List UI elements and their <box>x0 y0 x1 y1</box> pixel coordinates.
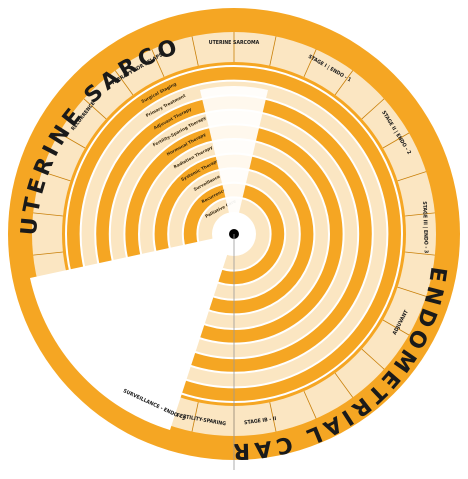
sector-divider <box>33 251 63 256</box>
sector-divider <box>397 171 427 182</box>
sector-divider <box>41 171 71 182</box>
sector-divider <box>334 372 354 398</box>
sector-label: STAGE III | ENDO - 3 <box>421 201 429 253</box>
sector-divider <box>33 212 63 217</box>
sector-label: UTERINE SARCOMA <box>209 40 260 46</box>
sector-divider <box>269 36 277 66</box>
sector-divider <box>269 402 277 432</box>
sector-divider <box>382 319 410 336</box>
sector-divider <box>405 212 435 217</box>
sector-divider <box>361 348 385 370</box>
sector-divider <box>397 286 427 297</box>
sector-divider <box>405 251 435 256</box>
viewing-window <box>200 86 268 234</box>
sector-divider <box>334 70 354 96</box>
sector-divider <box>303 49 317 78</box>
sector-divider <box>382 132 410 149</box>
sector-divider <box>191 36 199 66</box>
sector-divider <box>191 402 199 432</box>
sector-divider <box>114 70 134 96</box>
sector-divider <box>303 390 317 419</box>
sector-divider <box>151 49 165 78</box>
sector-divider <box>58 132 86 149</box>
sector-label: STAGE IB - II <box>244 416 277 426</box>
sector-divider <box>361 98 385 120</box>
sector-divider <box>83 98 107 120</box>
cutout-wedge <box>30 234 234 430</box>
